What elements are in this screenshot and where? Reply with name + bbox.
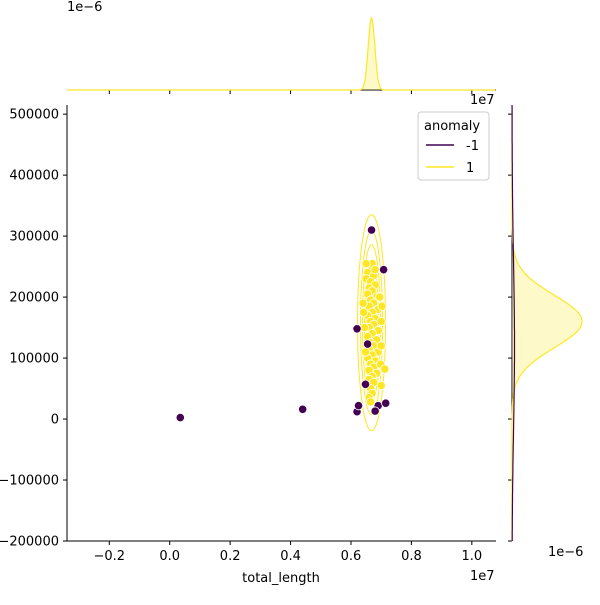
scatter-point-normal: [359, 322, 370, 333]
top-marginal-offset-text: 1e−6: [67, 0, 102, 15]
x-ticks: −0.2 0.0 0.2 0.4 0.6 0.8 1.0: [94, 541, 482, 564]
scatter-points: [175, 225, 391, 423]
x-tick-label: 1.0: [461, 549, 482, 564]
scatter-point-normal: [376, 341, 386, 351]
y-ticks: −200000 −100000 0 100000 200000 300000 400000 5…: [0, 108, 67, 550]
scatter-point-normal: [359, 307, 369, 317]
scatter-point-normal: [376, 380, 386, 391]
scatter-point-anomaly: [363, 339, 373, 349]
x-tick-label: 0.4: [280, 549, 301, 564]
scatter-point-anomaly: [381, 398, 391, 408]
scatter-point-anomaly: [370, 406, 380, 416]
x-tick-label: 0.2: [220, 549, 241, 564]
legend-box: [417, 111, 490, 181]
x-axis-label: total_length: [242, 571, 320, 586]
x-tick-label: 0.6: [341, 549, 362, 564]
scatter-point-normal: [366, 397, 376, 407]
main-axes: −0.2 0.0 0.2 0.4 0.6 0.8 1.0 −200000 −100000 0 10…: [0, 105, 496, 586]
scatter-point-anomaly: [298, 404, 308, 414]
scatter-point-normal: [377, 301, 387, 311]
scatter-point-normal: [370, 265, 380, 275]
legend-label-anomaly-pos: 1: [466, 161, 474, 176]
scatter-point-anomaly: [353, 401, 364, 411]
legend-title: anomaly: [424, 119, 480, 134]
scatter-point-normal: [380, 364, 390, 374]
scatter-point-anomaly: [360, 379, 371, 389]
scatter-point-normal: [360, 347, 371, 357]
scatter-point-normal: [361, 258, 371, 269]
top-marginal-ticks: [108, 90, 473, 94]
legend-label-anomaly-neg: -1: [466, 139, 479, 154]
scatter-point-normal: [376, 316, 386, 327]
x-tick-label: 0.8: [401, 549, 422, 564]
y-tick-label: 100000: [9, 352, 59, 367]
y-tick-label: 500000: [9, 108, 59, 123]
y-tick-label: −200000: [0, 535, 59, 550]
y-tick-label: −100000: [0, 474, 59, 489]
right-marginal-ticks: [508, 113, 512, 542]
scatter-point-anomaly: [379, 265, 389, 275]
right-marginal-axes: 1e−6: [508, 104, 583, 560]
scatter-point-anomaly: [352, 324, 362, 334]
y-tick-label: 0: [51, 413, 59, 428]
y-tick-label: 300000: [9, 230, 59, 245]
scatter-point-normal: [375, 292, 385, 302]
y-tick-label: 400000: [9, 169, 59, 184]
right-marginal-offset-text: 1e−6: [548, 545, 583, 560]
right-kde-anomaly-line: [511, 104, 516, 541]
x-offset-text: 1e7: [470, 569, 495, 584]
scatter-point-anomaly: [175, 412, 185, 423]
x-tick-label: 0.0: [159, 549, 180, 564]
top-marginal-right-offset-text: 1e7: [470, 93, 495, 108]
top-kde-line: [67, 16, 496, 91]
legend: anomaly -1 1: [417, 111, 490, 181]
right-kde-fill: [512, 105, 582, 541]
scatter-point-normal: [358, 298, 368, 308]
scatter-point-anomaly: [366, 225, 377, 235]
top-kde-fill: [67, 18, 496, 90]
y-tick-label: 200000: [9, 291, 59, 306]
x-tick-label: −0.2: [94, 549, 126, 564]
top-marginal-axes: 1e−6 1e7: [67, 0, 496, 108]
